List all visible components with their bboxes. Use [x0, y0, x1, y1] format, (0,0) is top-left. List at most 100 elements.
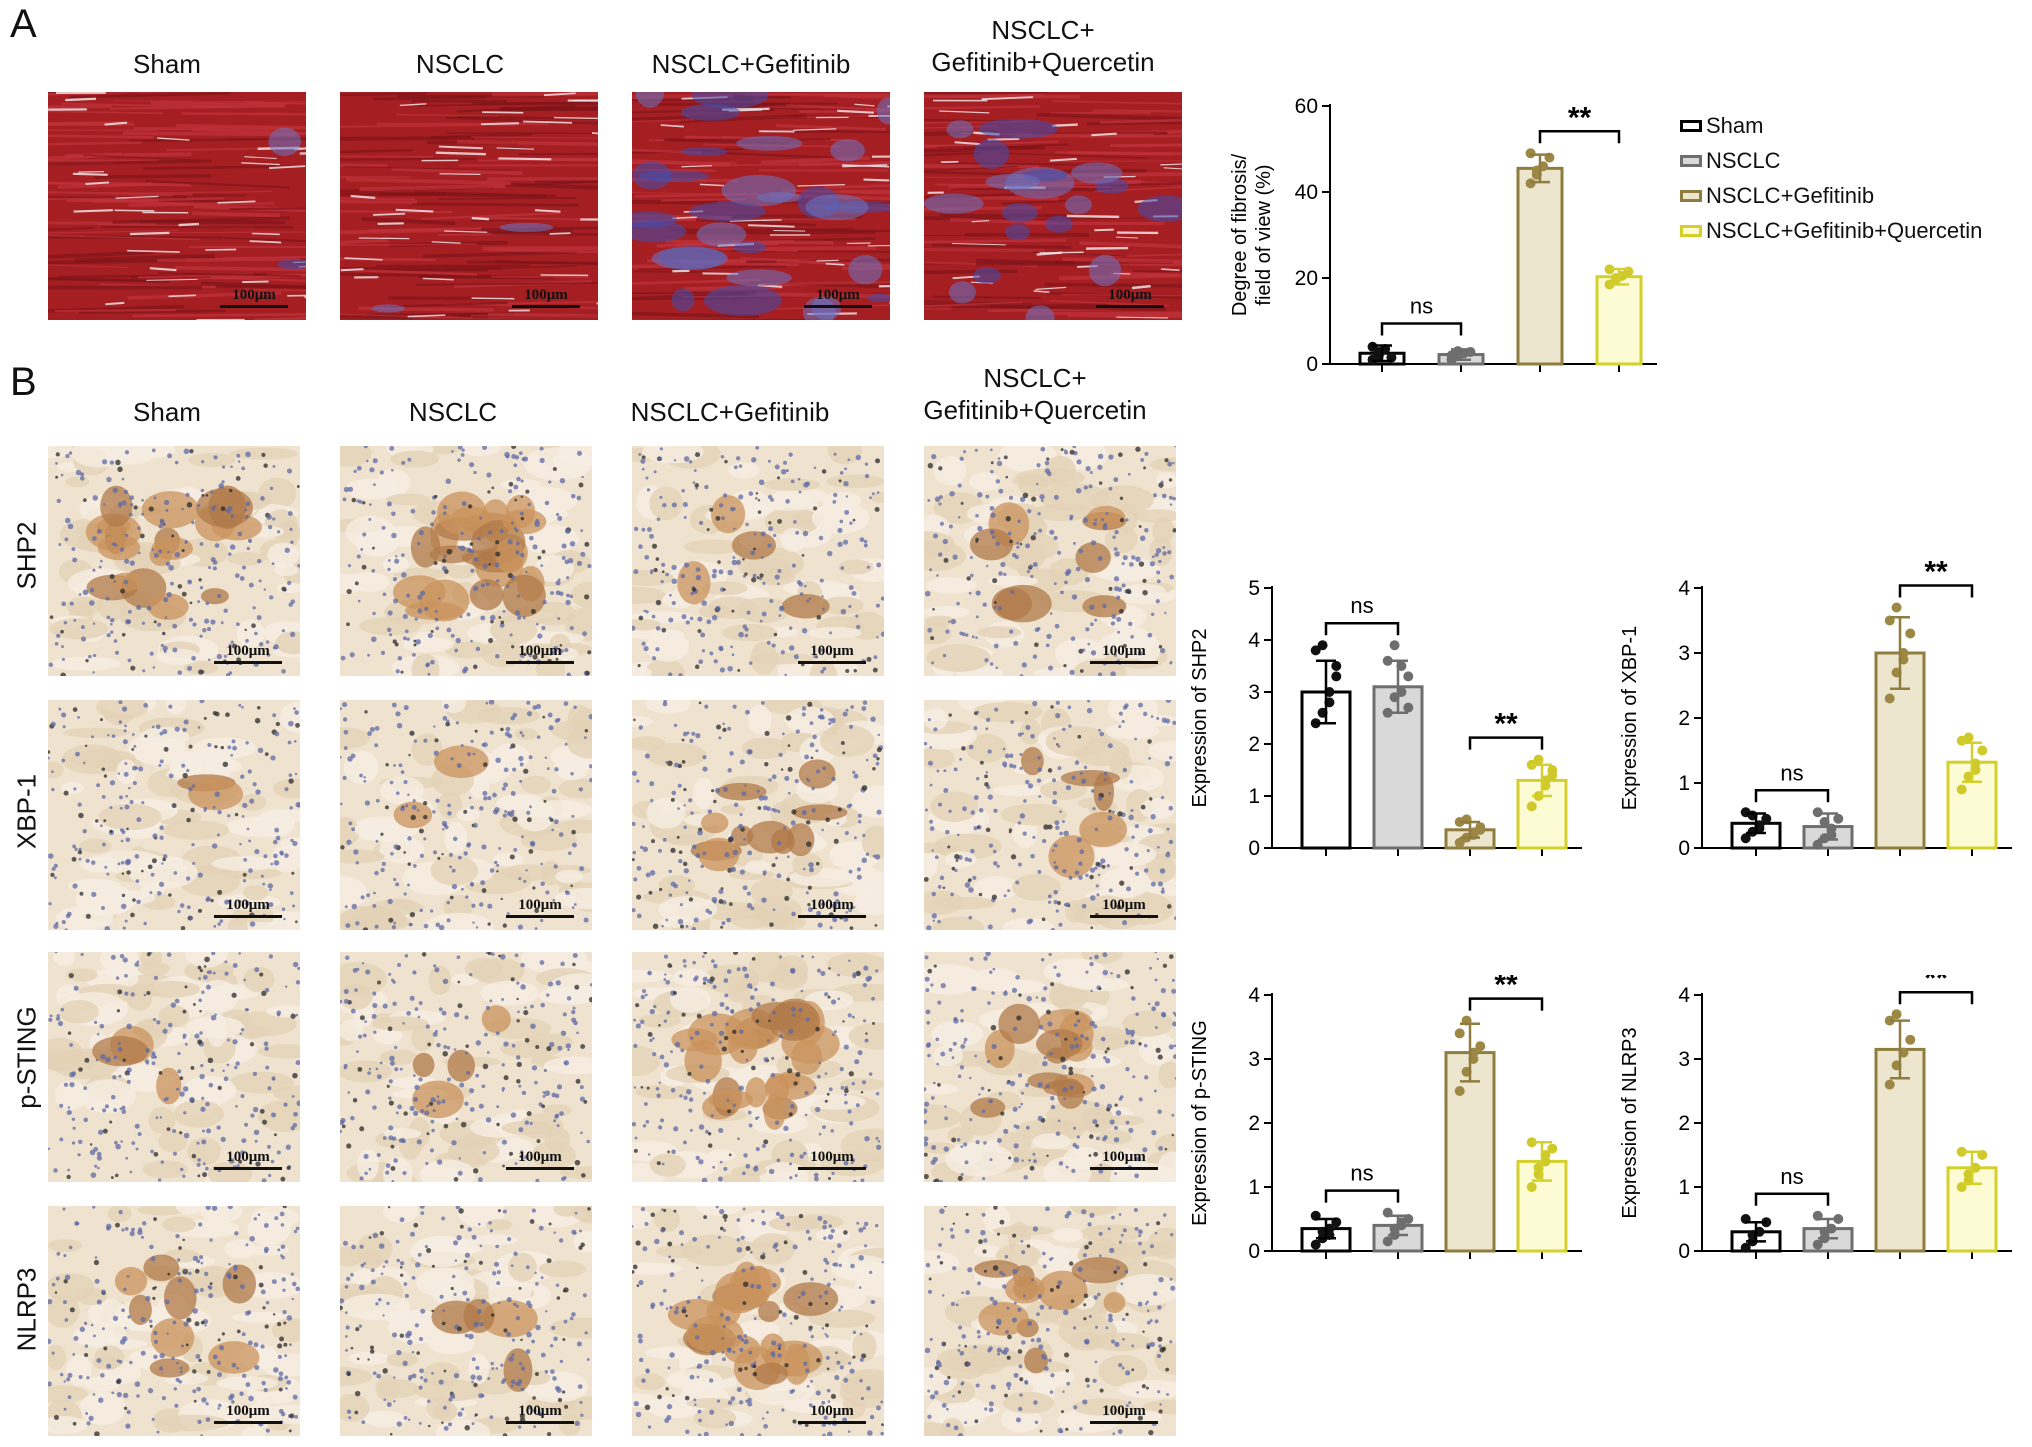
- scale-bar-line: [1090, 1167, 1158, 1170]
- significance-bracket: [1898, 584, 1974, 598]
- y-tick-label: 3: [1678, 1048, 1690, 1071]
- y-tick-label: 3: [1248, 681, 1260, 704]
- data-point-nsclc: [1812, 807, 1823, 818]
- scale-bar-label: 100μm: [524, 287, 568, 303]
- y-tick-label: 60: [1295, 95, 1318, 118]
- data-point-sham: [1740, 833, 1751, 844]
- significance-label: ns: [1350, 593, 1373, 618]
- scale-bar-label: 100μm: [810, 1149, 854, 1165]
- data-point-nsclc: [1403, 671, 1414, 682]
- scale-bar-label: 100μm: [816, 287, 860, 303]
- scale-bar-line: [214, 661, 282, 664]
- legend-item-sham: Sham: [1680, 108, 1982, 143]
- micrograph-b-shp2-sham-image: [48, 446, 300, 676]
- data-point-nsclc: [1403, 702, 1414, 713]
- scale-bar-label: 100μm: [1102, 897, 1146, 913]
- data-point-sham: [1740, 1242, 1751, 1253]
- micrograph-b-shp2-nsclc: 100μm: [340, 446, 592, 676]
- row-header-nlrp3: NLRP3: [11, 1267, 42, 1352]
- significance-label: **: [1924, 975, 1948, 995]
- data-point-sham: [1331, 661, 1342, 671]
- data-point-sham: [1310, 1239, 1321, 1250]
- data-point-sham: [1761, 1217, 1772, 1228]
- scale-bar-line: [1090, 661, 1158, 664]
- data-point-gefitinib-quercetin: [1547, 1143, 1558, 1154]
- significance-label: **: [1494, 708, 1518, 741]
- scale-bar: 100μm: [214, 897, 282, 918]
- micrograph-b-shp2-gefitinib: 100μm: [632, 446, 884, 676]
- col-header-a-nsclc: NSCLC: [415, 49, 505, 79]
- col-header-b-sham: Sham: [133, 397, 201, 427]
- y-axis-label: Expression of SHP2: [1190, 629, 1211, 808]
- micrograph-b-shp2-gefitinib-quercetin-image: [924, 446, 1176, 676]
- y-tick-label: 2: [1678, 1112, 1690, 1135]
- scale-bar-line: [1096, 305, 1164, 308]
- data-point-sham: [1310, 718, 1321, 729]
- scale-bar-line: [506, 661, 574, 664]
- significance-bracket: [1898, 990, 1974, 1005]
- scale-bar: 100μm: [804, 287, 872, 308]
- scale-bar: 100μm: [214, 643, 282, 664]
- chart-psting: 0 1 2 3 4 Expression of p-STING ns **: [1190, 975, 1582, 1263]
- significance-label: ns: [1780, 1164, 1803, 1189]
- micrograph-a-gefitinib: 100μm: [632, 92, 890, 320]
- micrograph-b-shp2-gefitinib-quercetin: 100μm: [924, 446, 1176, 676]
- data-point-nsclc: [1382, 1236, 1393, 1247]
- scale-bar: 100μm: [214, 1403, 282, 1424]
- y-tick-label: 1: [1678, 772, 1690, 795]
- micrograph-b-nlrp3-gefitinib-image: [632, 1206, 884, 1436]
- scale-bar: 100μm: [1090, 897, 1158, 918]
- micrograph-b-psting-gefitinib-image: [632, 952, 884, 1182]
- y-tick-label: 3: [1248, 1048, 1260, 1071]
- y-tick-label: 3: [1678, 642, 1690, 665]
- y-tick-label: 0: [1678, 1240, 1690, 1263]
- data-point-sham: [1331, 671, 1342, 682]
- scale-bar: 100μm: [214, 1149, 282, 1170]
- data-point-gefitinib-quercetin: [1526, 759, 1537, 770]
- legend-swatch-gefitinib: [1680, 189, 1702, 202]
- data-point-gefitinib: [1454, 1028, 1465, 1039]
- micrograph-b-xbp1-nsclc: 100μm: [340, 700, 592, 930]
- data-point-sham: [1761, 813, 1772, 824]
- scale-bar: 100μm: [1090, 643, 1158, 664]
- data-point-gefitinib: [1475, 824, 1486, 835]
- y-axis-label: field of view (%): [1253, 164, 1275, 305]
- scale-bar-label: 100μm: [226, 1149, 270, 1165]
- scale-bar: 100μm: [1090, 1403, 1158, 1424]
- significance-bracket: [1380, 322, 1463, 336]
- scale-bar-label: 100μm: [518, 643, 562, 659]
- scale-bar-line: [506, 915, 574, 918]
- data-point-gefitinib-quercetin: [1963, 732, 1974, 743]
- legend-label-gefitinib: NSCLC+Gefitinib: [1706, 182, 1875, 208]
- scale-bar-line: [214, 915, 282, 918]
- significance-bracket: [1538, 130, 1621, 144]
- micrograph-b-nlrp3-sham: 100μm: [48, 1206, 300, 1436]
- scale-bar-label: 100μm: [226, 643, 270, 659]
- row-header-psting: p-STING: [11, 1006, 42, 1109]
- y-tick-label: 1: [1248, 785, 1260, 808]
- col-header-b-nsclc: NSCLC: [408, 397, 498, 427]
- data-point-gefitinib: [1525, 178, 1536, 189]
- micrograph-b-nlrp3-gefitinib-quercetin-image: [924, 1206, 1176, 1436]
- scale-bar: 100μm: [798, 1403, 866, 1424]
- significance-bracket: [1468, 736, 1544, 750]
- y-axis-label: Expression of p-STING: [1190, 1020, 1211, 1226]
- panel-letter-a: A: [10, 2, 37, 46]
- y-axis-label: Degree of fibrosis/: [1230, 153, 1251, 316]
- scale-bar-line: [512, 305, 580, 308]
- scale-bar-label: 100μm: [810, 897, 854, 913]
- data-point-nsclc: [1389, 640, 1400, 651]
- micrograph-a-gefitinib-image: [632, 92, 890, 320]
- col-header-a-gefq-line2: Gefitinib+Quercetin: [931, 47, 1155, 77]
- micrograph-b-xbp1-gefitinib-quercetin: 100μm: [924, 700, 1176, 930]
- significance-label: ns: [1350, 1161, 1373, 1186]
- scale-bar: 100μm: [798, 1149, 866, 1170]
- y-tick-label: 0: [1248, 837, 1260, 860]
- data-point-gefitinib: [1884, 1079, 1895, 1090]
- chart-shp2: 0 1 2 3 4 5 Expression of SHP2 ns **: [1190, 577, 1582, 860]
- scale-bar-label: 100μm: [232, 287, 276, 303]
- micrograph-a-sham-image: [48, 92, 306, 320]
- chart-nlrp3: 0 1 2 3 4 Expression of NLRP3 ns **: [1620, 975, 2012, 1263]
- data-point-nsclc: [1382, 655, 1393, 666]
- scale-bar-line: [798, 661, 866, 664]
